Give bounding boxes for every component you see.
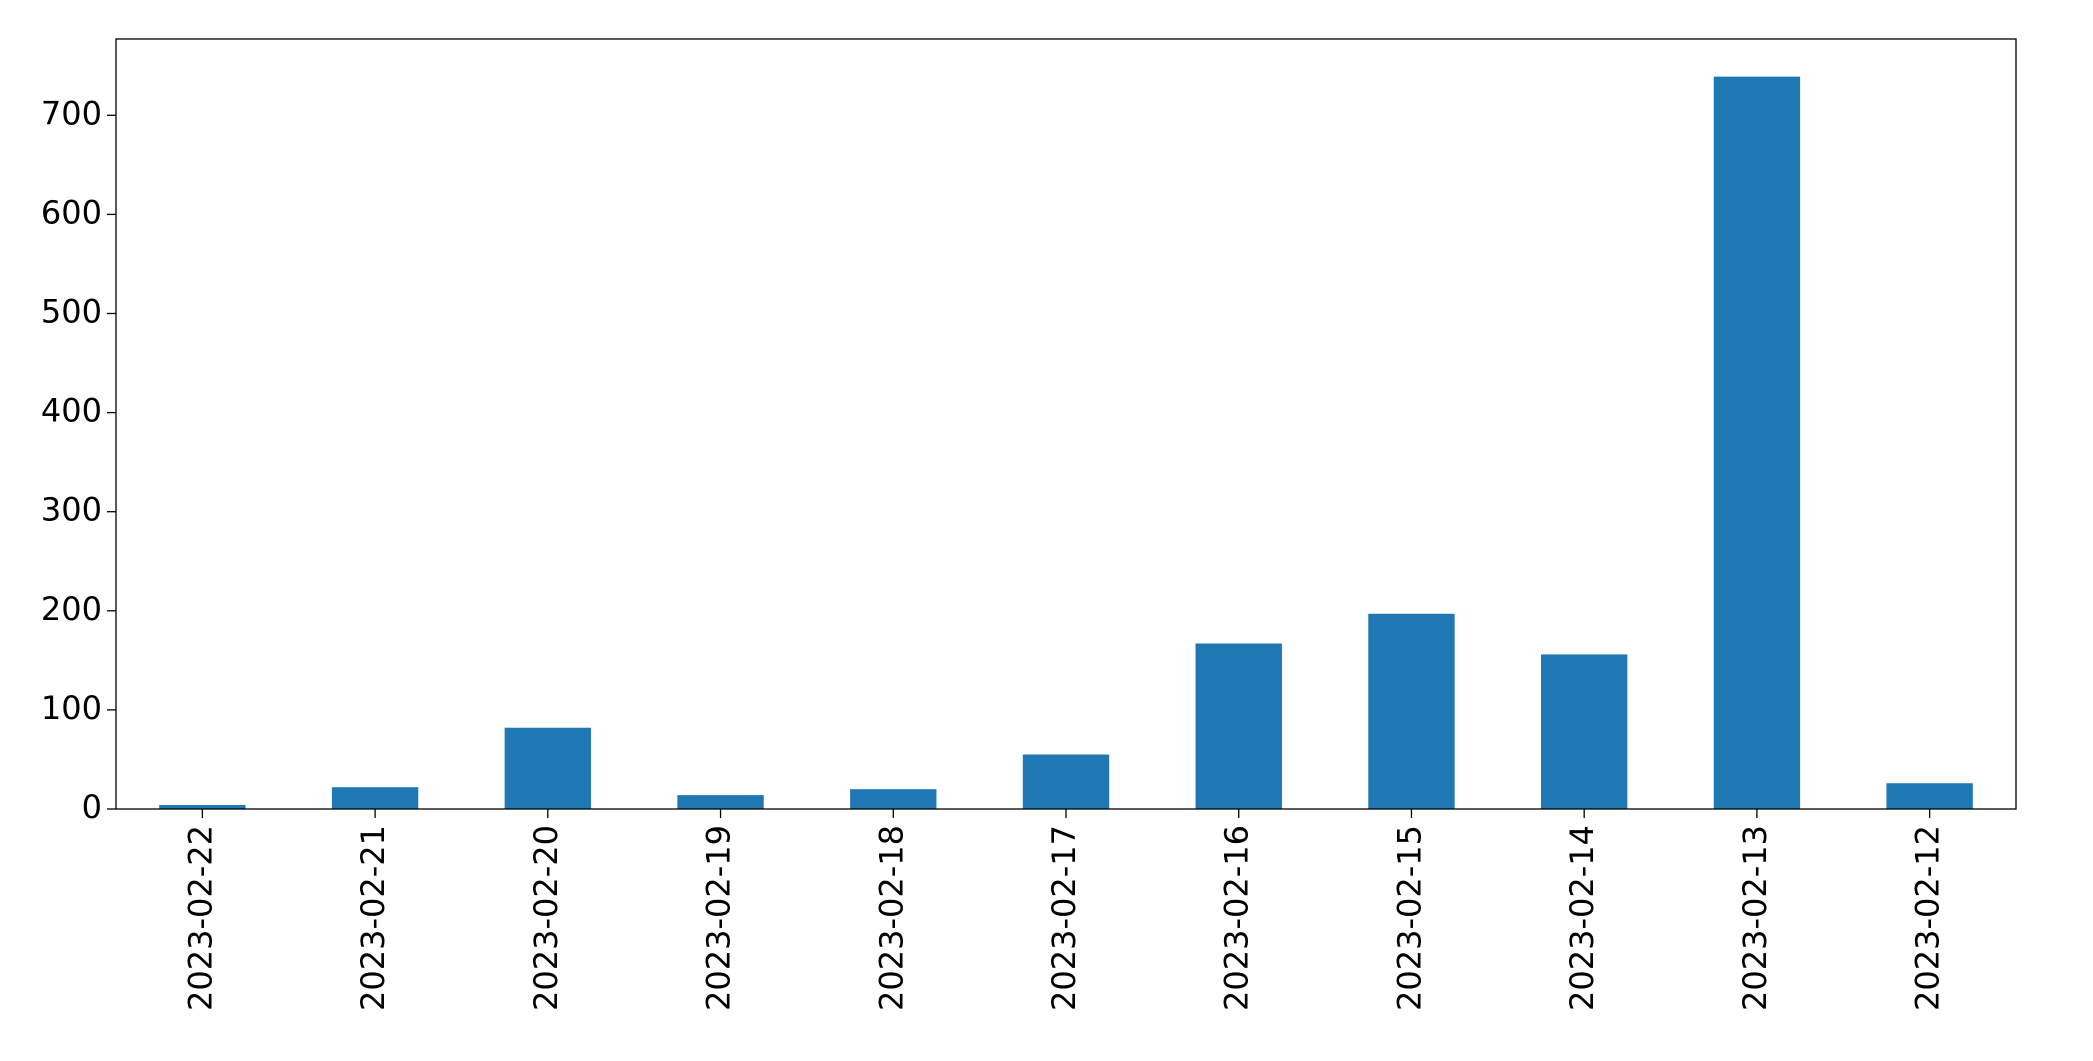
x-tick-label: 2023-02-14 [1563,825,1601,1011]
bar [331,787,419,809]
y-tick-label: 600 [41,193,102,231]
x-tick-label: 2023-02-19 [700,825,738,1011]
x-tick-label: 2023-02-22 [181,825,219,1011]
x-tick-label: 2023-02-12 [1909,825,1947,1011]
y-tick-label: 300 [41,491,102,529]
y-tick-label: 200 [41,590,102,628]
plot-frame [115,38,2017,810]
y-tick-label: 100 [41,689,102,727]
y-tick-label: 500 [41,293,102,331]
y-tick-label: 700 [41,94,102,132]
bar [1886,783,1973,809]
x-tick-label: 2023-02-18 [872,825,910,1011]
bar [1022,754,1110,809]
bar [850,789,937,809]
bar [1541,654,1628,809]
x-tick-label: 2023-02-21 [354,825,392,1011]
x-tick-label: 2023-02-20 [527,825,565,1011]
bar [159,805,246,809]
x-tick-label: 2023-02-13 [1736,825,1774,1011]
bar [1713,76,1801,809]
y-tick-label: 0 [82,788,102,826]
bar [1195,643,1282,809]
bar [504,727,591,809]
x-tick-label: 2023-02-16 [1218,825,1256,1011]
bar [1368,613,1455,809]
bar [677,795,764,809]
x-tick-label: 2023-02-17 [1045,825,1083,1011]
x-tick-label: 2023-02-15 [1390,825,1428,1011]
y-tick-label: 400 [41,392,102,430]
